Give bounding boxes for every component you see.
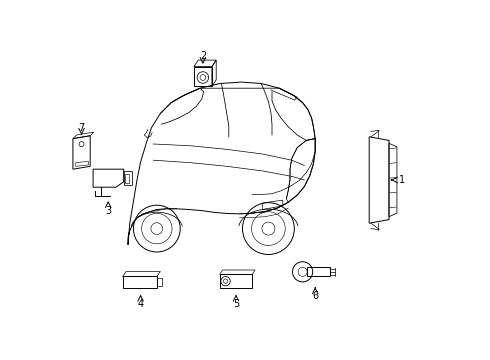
Text: 2: 2 (200, 51, 206, 61)
Text: 3: 3 (105, 206, 111, 216)
Text: 4: 4 (138, 299, 144, 309)
Text: 1: 1 (398, 175, 405, 185)
Text: 7: 7 (78, 123, 85, 133)
Text: 6: 6 (312, 291, 318, 301)
Text: 5: 5 (233, 299, 239, 309)
